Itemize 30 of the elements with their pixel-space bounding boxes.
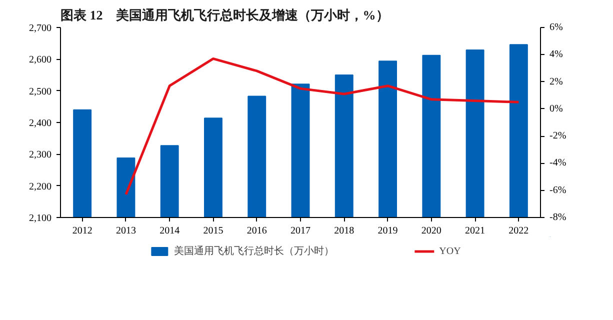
x-tick-label: 2015 [203, 226, 224, 236]
x-tick-label: 2019 [378, 226, 398, 236]
x-tick-label: 2014 [160, 226, 180, 236]
x-tick-label: 2016 [246, 226, 267, 236]
y-tick-label: 2,100 [29, 213, 52, 224]
x-tick-label: 2020 [421, 226, 442, 236]
x-tick-label: 2018 [334, 226, 354, 236]
y2-tick-label: 2% [550, 76, 563, 88]
y2-tick-label: -6% [550, 184, 566, 196]
legend-label: YOY [439, 246, 461, 256]
legend-label: 美国通用飞机飞行总时长（万小时） [174, 244, 334, 258]
y-tick-label: 2,700 [29, 23, 52, 34]
y2-tick-label: 4% [550, 49, 563, 60]
x-tick-label: 2013 [116, 226, 136, 236]
x-tick-label: 2017 [290, 226, 310, 236]
x-tick-label: 2021 [465, 226, 486, 236]
y-tick-label: 2,200 [29, 181, 52, 192]
y-tick-label: 2,300 [29, 150, 52, 161]
y2-tick-label: 6% [550, 22, 563, 33]
x-tick-label: 2012 [72, 226, 92, 236]
y-tick-label: 2,600 [29, 54, 52, 66]
y2-tick-label: -4% [550, 158, 566, 169]
y2-tick-label: -8% [550, 212, 566, 223]
y2-tick-label: -2% [550, 130, 566, 142]
y-tick-label: 2,400 [29, 118, 52, 129]
line-series [124, 57, 520, 196]
x-tick-label: 2022 [508, 226, 529, 236]
chart-title: 图表 12 美国通用飞机飞行总时长及增速（万小时，%） [60, 8, 389, 22]
y2-tick-label: 0% [550, 103, 563, 114]
y-tick-label: 2,500 [29, 86, 52, 98]
